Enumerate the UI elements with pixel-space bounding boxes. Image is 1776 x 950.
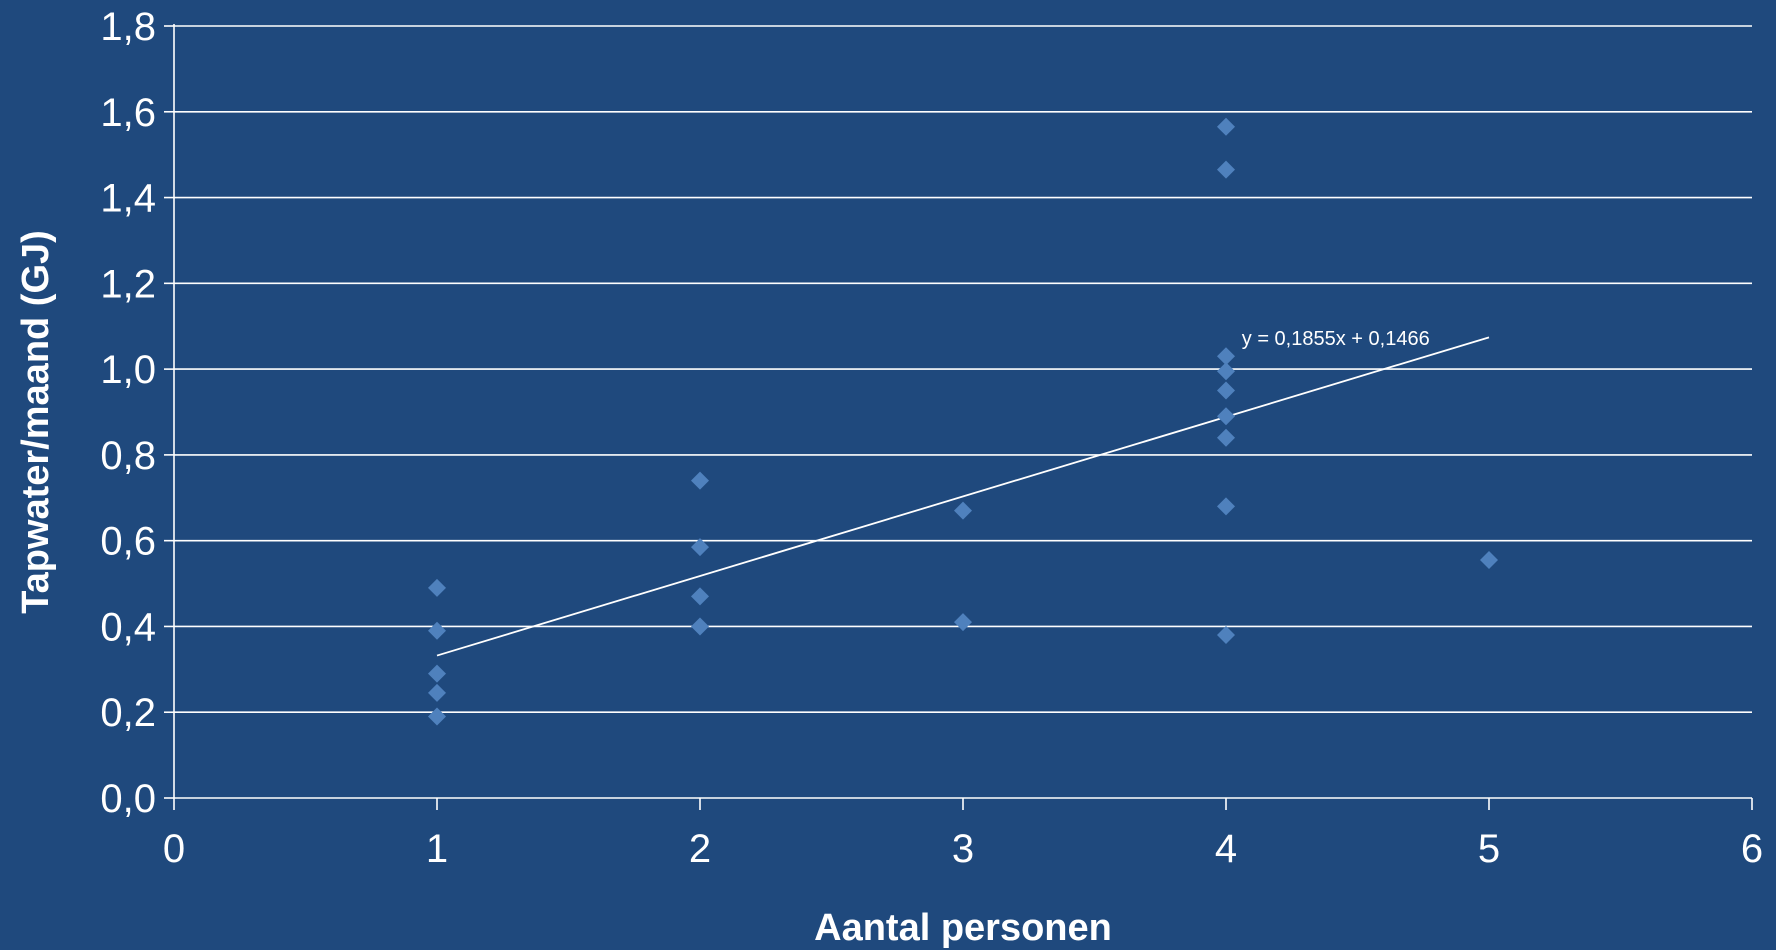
x-tick-label: 6 xyxy=(1741,827,1763,871)
y-tick-label: 1,4 xyxy=(100,177,156,221)
x-axis-title: Aantal personen xyxy=(814,907,1112,949)
data-point xyxy=(1217,347,1235,366)
trendline-group xyxy=(436,336,1490,657)
x-tick-label: 5 xyxy=(1478,827,1500,871)
trendline-equation: y = 0,1855x + 0,1466 xyxy=(1242,328,1430,350)
data-point xyxy=(428,664,446,683)
data-point xyxy=(428,707,446,726)
data-point xyxy=(1217,626,1235,645)
y-tick-labels: 0,0 0,2 0,4 0,6 0,8 1,0 1,2 1,4 1,6 1,8 xyxy=(100,5,156,821)
data-point xyxy=(1217,381,1235,400)
data-point xyxy=(691,617,709,636)
data-point xyxy=(428,683,446,702)
y-tick-label: 1,2 xyxy=(100,262,156,306)
x-tick-label: 0 xyxy=(163,827,185,871)
data-point xyxy=(1217,160,1235,179)
trendline xyxy=(436,336,1490,657)
y-tick-label: 0,8 xyxy=(100,434,156,478)
data-point xyxy=(1217,407,1235,426)
x-tick-label: 4 xyxy=(1215,827,1237,871)
y-tick-label: 1,8 xyxy=(100,5,156,49)
y-tick-label: 0,0 xyxy=(100,777,156,821)
data-point xyxy=(691,538,709,557)
axes xyxy=(164,24,1753,810)
x-tick-labels: 0 1 2 3 4 5 6 xyxy=(163,827,1763,871)
data-point xyxy=(428,621,446,640)
x-tick-label: 2 xyxy=(689,827,711,871)
x-tick-label: 3 xyxy=(952,827,974,871)
data-point xyxy=(954,501,972,520)
y-tick-label: 0,2 xyxy=(100,691,156,735)
data-point xyxy=(691,587,709,606)
y-tick-label: 0,4 xyxy=(100,605,156,649)
data-point xyxy=(1480,550,1498,569)
data-point xyxy=(1217,428,1235,447)
data-point xyxy=(954,613,972,632)
y-axis-title: Tapwater/maand (GJ) xyxy=(15,230,57,614)
data-points xyxy=(428,117,1498,726)
data-point xyxy=(1217,362,1235,381)
data-point xyxy=(691,471,709,490)
data-point xyxy=(1217,117,1235,136)
y-tick-label: 0,6 xyxy=(100,520,156,564)
data-point xyxy=(1217,497,1235,516)
y-tick-label: 1,0 xyxy=(100,348,156,392)
data-point xyxy=(428,578,446,597)
y-tick-label: 1,6 xyxy=(100,91,156,135)
x-tick-label: 1 xyxy=(426,827,448,871)
